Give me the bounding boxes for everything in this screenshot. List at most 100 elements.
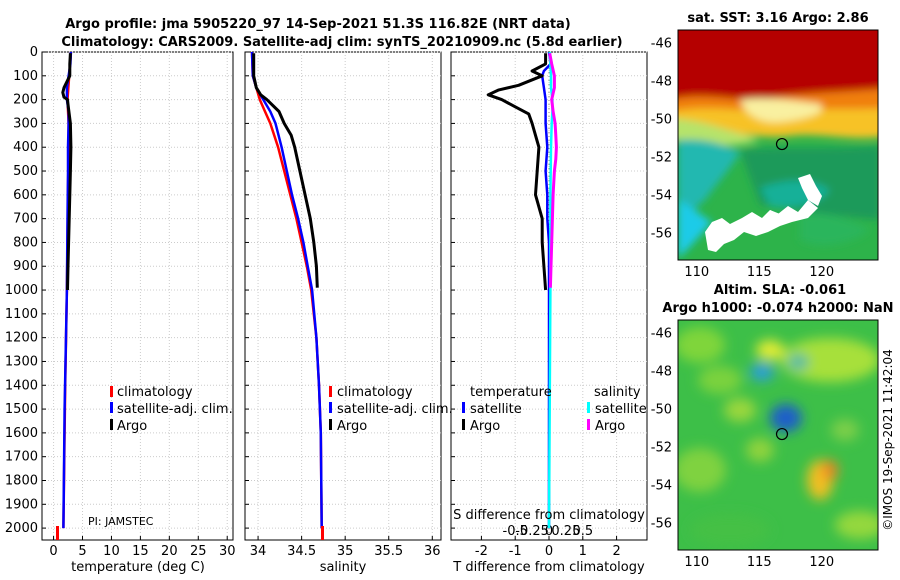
temperature-legend: climatology satellite-adj. clim. Argo: [110, 385, 233, 434]
temperature-axes-frame: [41, 51, 234, 541]
series-line-argo: [252, 53, 319, 288]
sla-x-tick-label: 115: [747, 555, 772, 570]
x2-tick-label: 0: [545, 524, 553, 539]
y-tick-label: 1500: [5, 402, 38, 417]
y-tick-label: 300: [13, 116, 38, 131]
x2-tick-label: -0.5: [503, 524, 528, 539]
series-line-argo: [61, 53, 73, 291]
legend-title-temperature: temperature: [470, 385, 552, 400]
x-tick-label: 2: [612, 544, 620, 559]
sst-y-tick-label: -48: [651, 74, 672, 89]
climatology-end-marker: [56, 526, 59, 540]
sla-y-tick-label: -54: [651, 478, 672, 493]
legend-label-argo: Argo: [337, 419, 367, 434]
x-tick-label: 36: [424, 544, 441, 559]
x2-tick-label: 0.5: [572, 524, 593, 539]
sst-y-tick-label: -52: [651, 150, 672, 165]
legend-swatch-s-satellite: [587, 402, 590, 413]
sst-y-tick-label: -56: [651, 226, 672, 241]
sla-map-title-line-2: Argo h1000: -0.074 h2000: NaN: [662, 301, 893, 316]
y-tick-label: 1300: [5, 354, 38, 369]
x-tick-label: 0: [49, 544, 57, 559]
legend-label-argo: Argo: [117, 419, 147, 434]
y-tick-label: 600: [13, 188, 38, 203]
y-tick-label: 0: [30, 45, 38, 60]
sst-y-tick-label: -46: [651, 36, 672, 51]
x-tick-label: -2: [475, 544, 488, 559]
sla-map-title-line-1: Altim. SLA: -0.061: [714, 283, 846, 298]
y-tick-label: 1100: [5, 307, 38, 322]
legend-label-satellite-adj: satellite-adj. clim.: [337, 402, 453, 417]
y-tick-label: 200: [13, 93, 38, 108]
sla-y-tick-label: -56: [651, 516, 672, 531]
series-line-salinity-satellite: [547, 51, 554, 529]
series-layer: [56, 51, 558, 540]
x-tick-label: 35: [337, 544, 354, 559]
difference-legend: temperature salinity satellite Argo sate…: [462, 385, 647, 434]
sla-y-tick-label: -46: [651, 326, 672, 341]
x-tick-label: 5: [78, 544, 86, 559]
series-line-temperature-argo: [486, 53, 548, 291]
y-tick-label: 1600: [5, 426, 38, 441]
sst-x-tick-label: 110: [684, 265, 709, 280]
legend-swatch-s-argo: [587, 419, 590, 430]
x-tick-label: 34: [250, 544, 267, 559]
s-difference-axis-label: S difference from climatology: [453, 508, 645, 523]
y-tick-label: 1000: [5, 283, 38, 298]
legend-swatch-argo: [110, 419, 113, 430]
legend-title-salinity: salinity: [594, 385, 641, 400]
y-tick-label: 800: [13, 235, 38, 250]
legend-label-s-satellite: satellite: [595, 402, 647, 417]
y-tick-label: 100: [13, 69, 38, 84]
legend-swatch-t-argo: [462, 419, 465, 430]
x-tick-label: 20: [161, 544, 178, 559]
sla-x-tick-label: 120: [809, 555, 834, 570]
y-tick-label: 900: [13, 259, 38, 274]
legend-label-climatology: climatology: [337, 385, 413, 400]
y-tick-label: 700: [13, 212, 38, 227]
title-line-1: Argo profile: jma 5905220_97 14-Sep-2021…: [65, 17, 571, 32]
y-tick-label: 2000: [5, 521, 38, 536]
sst-map-frame: [677, 29, 879, 261]
legend-swatch-climatology: [110, 386, 113, 397]
sst-map-image: [678, 30, 878, 260]
y-tick-label: 1400: [5, 378, 38, 393]
x-tick-label: 15: [132, 544, 149, 559]
temperature-xlabel: temperature (deg C): [71, 560, 205, 575]
difference-xlabel: T difference from climatology: [452, 560, 645, 575]
x-tick-label: 10: [103, 544, 120, 559]
legend-label-climatology: climatology: [117, 385, 193, 400]
sla-y-tick-label: -50: [651, 402, 672, 417]
title-line-2: Climatology: CARS2009. Satellite-adj cli…: [61, 35, 622, 50]
y-tick-label: 1800: [5, 473, 38, 488]
x-tick-label: 34.5: [287, 544, 316, 559]
x2-tick-label: 0.25: [551, 524, 580, 539]
x-tick-label: 25: [190, 544, 207, 559]
y-tick-label: 1700: [5, 450, 38, 465]
sla-argo-marker: [775, 427, 789, 441]
legend-swatch-argo: [329, 419, 332, 430]
x-tick-label: 0: [545, 544, 553, 559]
sla-map-image: [678, 320, 878, 550]
salinity-xlabel: salinity: [320, 560, 367, 575]
y-tick-label: 400: [13, 140, 38, 155]
y-tick-label: 1900: [5, 497, 38, 512]
sla-map-frame: [677, 319, 879, 551]
sst-x-tick-label: 115: [747, 265, 772, 280]
sst-map-title: sat. SST: 3.16 Argo: 2.86: [687, 11, 868, 26]
legend-swatch-climatology: [329, 386, 332, 397]
legend-swatch-satellite-adj: [329, 402, 332, 413]
y-tick-label: 500: [13, 164, 38, 179]
x-tick-label: -1: [509, 544, 522, 559]
sst-y-tick-label: -50: [651, 112, 672, 127]
series-line-salinity-argo: [548, 52, 558, 288]
legend-label-t-argo: Argo: [470, 419, 500, 434]
sla-x-tick-label: 110: [684, 555, 709, 570]
x-tick-label: 35.5: [374, 544, 403, 559]
sla-y-tick-label: -48: [651, 364, 672, 379]
sla-y-tick-label: -52: [651, 440, 672, 455]
climatology-end-marker: [321, 526, 324, 540]
sst-argo-marker: [775, 137, 789, 151]
x-tick-label: 1: [579, 544, 587, 559]
